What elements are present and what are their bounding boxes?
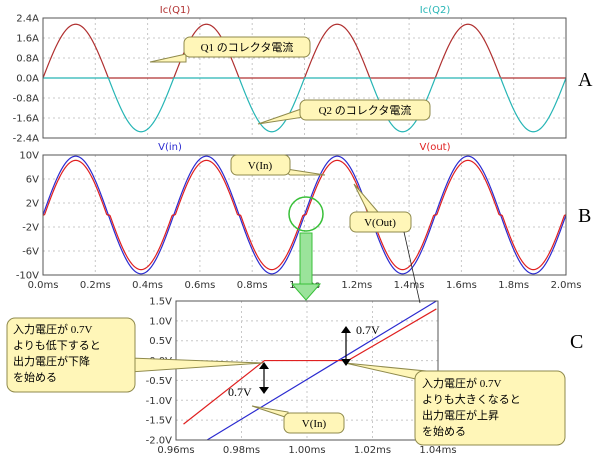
- y-tick-label: 10V: [19, 151, 39, 162]
- x-tick-label: 1.00ms: [288, 445, 325, 456]
- callout-q2: Q2 のコレクタ電流: [257, 99, 431, 125]
- diff-label-top: 0.7V: [356, 323, 380, 337]
- callout-q1-pointer: [149, 53, 187, 63]
- x-tick-label: 0.0ms: [28, 280, 59, 291]
- zoom-marker: [288, 196, 324, 301]
- y-tick-label: 0.0A: [16, 74, 39, 85]
- callout-q2-box: [299, 99, 431, 121]
- panel-a: 2.4A 1.6A 0.8A 0.0A -0.8A -1.6A -2.4A Ic(Q1) I…: [13, 5, 593, 145]
- callout-vout-b-box: [349, 211, 412, 233]
- diff-label-bottom: 0.7V: [228, 385, 252, 399]
- zoom-arrow-shaft: [299, 232, 313, 286]
- y-tick-label: -1.0V: [146, 396, 173, 407]
- y-tick-label: 2.4A: [16, 14, 39, 25]
- y-tick-label: 6V: [26, 175, 39, 186]
- callout-q1: Q1 のコレクタ電流: [149, 36, 311, 63]
- panel-letter-a: A: [578, 69, 593, 91]
- callout-vin-c-box: [283, 412, 345, 434]
- callout-right-line-1: 入力電圧が 0.7V: [422, 376, 501, 390]
- panel-a-plot: 2.4A 1.6A 0.8A 0.0A -0.8A -1.6A -2.4A: [13, 14, 567, 145]
- y-tick-label: 2V: [26, 199, 39, 210]
- diff-arrow-bottom: 0.7V: [228, 362, 269, 399]
- series-line-icq2: [43, 77, 567, 133]
- y-tick-label: -2.0V: [146, 436, 173, 447]
- callout-q2-pointer: [257, 107, 305, 125]
- diff-arrow-bottom-head-down: [259, 387, 269, 394]
- diff-arrow-top: 0.7V: [341, 323, 380, 366]
- y-tick-label: 1.5V: [149, 297, 172, 308]
- callout-right-box: [414, 370, 566, 446]
- callout-left-line-3: 出力電圧が下降: [13, 354, 90, 368]
- y-tick-label: 1.6A: [16, 34, 39, 45]
- x-tick-label: 1.4ms: [394, 280, 425, 291]
- callout-left-line-2: よりも低下すると: [13, 339, 101, 352]
- y-tick-label: -1.6A: [13, 114, 40, 125]
- y-tick-label: -2V: [22, 223, 39, 234]
- callout-left-note: 入力電圧が 0.7V よりも低下すると 出力電圧が下降 を始める: [6, 317, 264, 393]
- x-tick-label: 0.4ms: [132, 280, 163, 291]
- x-tick-label: 0.6ms: [184, 280, 215, 291]
- callout-q2-text: Q2 のコレクタ電流: [319, 103, 412, 117]
- x-tick-label: 1.2ms: [341, 280, 372, 291]
- x-tick-label: 2.0ms: [551, 280, 582, 291]
- callout-q1-text: Q1 のコレクタ電流: [201, 40, 294, 54]
- callout-vin-b-text: V(In): [248, 160, 273, 172]
- callout-right-text: 入力電圧が 0.7V よりも大きくなると 出力電圧が上昇 を始める: [422, 376, 524, 438]
- x-tick-label: 0.2ms: [80, 280, 111, 291]
- callout-vout-b-leader: [403, 231, 421, 304]
- diff-arrow-bottom-head-up: [259, 362, 269, 369]
- x-tick-label: 0.96ms: [157, 445, 194, 456]
- x-tick-label: 0.8ms: [237, 280, 268, 291]
- diff-arrow-top-head-down: [341, 359, 351, 366]
- y-tick-label: -2.4A: [13, 134, 40, 145]
- y-tick-label: -0.8A: [13, 94, 40, 105]
- y-tick-label: 0.8A: [16, 54, 39, 65]
- y-tick-label: 1.0V: [149, 316, 172, 327]
- panel-letter-b: B: [578, 205, 591, 227]
- x-tick-label: 0.98ms: [223, 445, 260, 456]
- callout-left-line-1: 入力電圧が 0.7V: [13, 322, 92, 336]
- zoom-circle: [288, 196, 324, 232]
- series-line-vout: [183, 308, 437, 425]
- legend-v-in: V(in): [158, 142, 182, 153]
- callout-left-line-4: を始める: [13, 370, 57, 384]
- x-tick-label: 1.04ms: [419, 445, 456, 456]
- callout-vin-b-box: [230, 154, 291, 176]
- callout-vin-c-pointer: [251, 405, 289, 419]
- callout-vout-b-text: V(Out): [364, 217, 396, 229]
- callout-q1-box: [183, 36, 311, 58]
- callout-vin-b: V(In): [230, 154, 326, 176]
- x-tick-label: 1.8ms: [498, 280, 529, 291]
- callout-left-box: [6, 317, 136, 393]
- callout-vout-b-pointer: [353, 183, 380, 213]
- legend-ic-q1: Ic(Q1): [160, 5, 191, 16]
- callout-right-line-2: よりも大きくなると: [422, 392, 521, 406]
- panel-letter-c: C: [570, 331, 583, 353]
- y-tick-label: -1.5V: [146, 416, 173, 427]
- y-tick-label: -10V: [16, 271, 39, 282]
- legend-ic-q2: Ic(Q2): [420, 5, 451, 16]
- y-tick-label: -0.5V: [146, 376, 173, 387]
- callout-right-line-3: 出力電圧が上昇: [422, 408, 499, 422]
- x-tick-label: 1.6ms: [446, 280, 477, 291]
- y-tick-label: -6V: [22, 247, 39, 258]
- diff-arrow-top-head-up: [341, 326, 351, 333]
- callout-left-text: 入力電圧が 0.7V よりも低下すると 出力電圧が下降 を始める: [13, 322, 104, 384]
- callout-right-line-4: を始める: [422, 424, 466, 438]
- zoom-arrow-head: [290, 283, 322, 301]
- callout-vin-c-text: V(In): [302, 418, 327, 430]
- x-tick-label: 1.02ms: [354, 445, 391, 456]
- series-line-vin: [206, 300, 437, 441]
- panel-a-frame: [42, 17, 567, 139]
- callout-vin-c: V(In): [251, 405, 345, 434]
- series-line-vout: [43, 159, 566, 271]
- callout-right-note: 入力電圧が 0.7V よりも大きくなると 出力電圧が上昇 を始める: [344, 362, 566, 446]
- y-tick-label: 0.5V: [149, 336, 172, 347]
- callout-vout-b: V(Out): [349, 183, 421, 304]
- legend-v-out: V(out): [419, 142, 450, 153]
- callout-left-pointer: [129, 357, 264, 373]
